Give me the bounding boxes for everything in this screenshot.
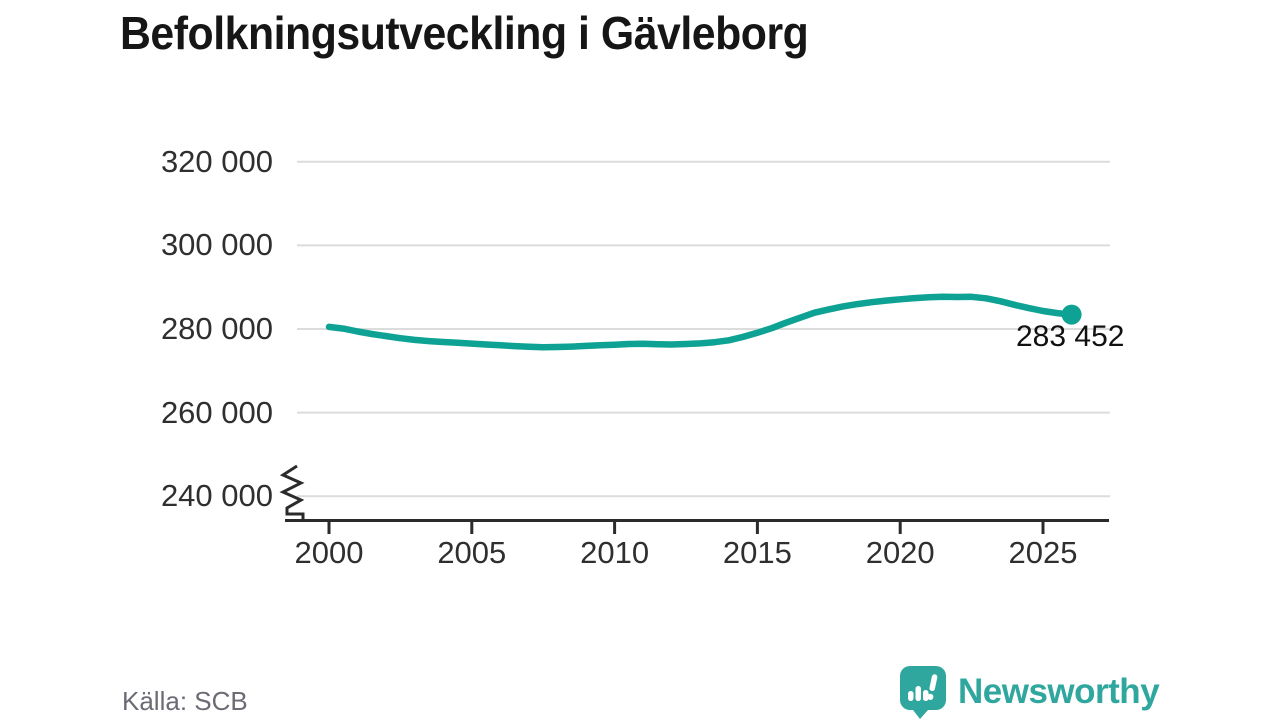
y-tick-label: 260 000 xyxy=(160,394,273,430)
y-tick-label: 320 000 xyxy=(160,143,273,179)
x-tick-label: 2010 xyxy=(580,535,650,570)
y-tick-label: 240 000 xyxy=(160,478,273,514)
x-tick-label: 2015 xyxy=(722,535,792,570)
page-title: Befolkningsutveckling i Gävleborg xyxy=(120,7,809,59)
newsworthy-speech-bubble-bar-chart-icon xyxy=(900,666,946,719)
x-axis-ticks xyxy=(327,520,1045,534)
x-tick-label: 2020 xyxy=(865,535,935,570)
x-tick-label: 2005 xyxy=(437,535,507,570)
last-value-dot xyxy=(1061,304,1082,325)
last-value-label: 283 452 xyxy=(1016,320,1125,353)
y-tick-label: 300 000 xyxy=(160,227,273,263)
newsworthy-logo: Newsworthy xyxy=(898,664,1160,720)
population-line-series xyxy=(325,293,1075,351)
y-axis-break-icon xyxy=(279,464,305,519)
x-tick-label: 2000 xyxy=(294,535,364,570)
gridlines xyxy=(297,160,1110,498)
y-tick-label: 280 000 xyxy=(160,311,273,346)
source-note: Källa: SCB xyxy=(122,686,248,716)
brand-name: Newsworthy xyxy=(958,672,1160,711)
x-tick-label: 2025 xyxy=(1008,535,1078,570)
